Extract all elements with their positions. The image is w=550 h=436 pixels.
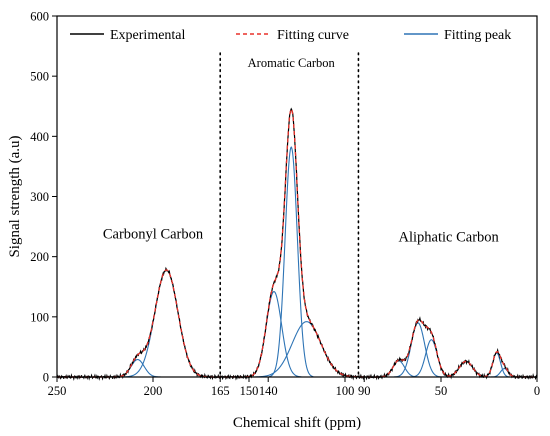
fitting-peak	[125, 269, 208, 378]
x-tick-label: 150	[240, 384, 259, 398]
legend-label: Fitting peak	[444, 28, 511, 43]
region-label: Aromatic Carbon	[248, 56, 336, 70]
y-axis-ticks: 0 100 200 300 400 500 600	[30, 10, 57, 385]
legend-label: Experimental	[110, 28, 186, 43]
x-axis-title: Chemical shift (ppm)	[233, 415, 361, 431]
x-tick-label: 250	[48, 384, 67, 398]
region-label: Aliphatic Carbon	[399, 230, 500, 246]
y-tick-label: 100	[30, 310, 49, 324]
legend: Experimental Fitting curve Fitting peak	[70, 28, 511, 43]
y-tick-label: 500	[30, 70, 49, 84]
y-tick-label: 600	[30, 10, 49, 24]
fitting-peak	[114, 358, 161, 378]
y-tick-label: 200	[30, 250, 49, 264]
plot-series	[56, 107, 538, 381]
region-label: Carbonyl Carbon	[103, 227, 204, 243]
x-tick-label: 0	[534, 384, 540, 398]
region-dividers	[219, 52, 360, 378]
x-tick-label: 100	[336, 384, 355, 398]
y-tick-label: 400	[30, 130, 49, 144]
x-axis-ticks: 250 200 165 150 140 100 90 50 0	[48, 377, 540, 398]
fitting-peak	[269, 146, 314, 378]
y-tick-label: 0	[43, 371, 49, 385]
y-tick-label: 300	[30, 190, 49, 204]
region-labels: Carbonyl Carbon Aromatic Carbon Aliphatic …	[103, 56, 500, 245]
fitting-curve-line	[57, 107, 537, 378]
fitting-peak	[246, 290, 302, 378]
y-axis-title: Signal strength (a.u)	[7, 135, 23, 257]
x-tick-label: 90	[358, 384, 371, 398]
fitting-peak	[410, 339, 453, 378]
x-tick-label: 165	[211, 384, 230, 398]
x-tick-label: 140	[259, 384, 278, 398]
x-tick-label: 50	[435, 384, 448, 398]
x-tick-label: 200	[144, 384, 163, 398]
fitting-peak	[393, 322, 442, 378]
legend-label: Fitting curve	[277, 28, 349, 43]
